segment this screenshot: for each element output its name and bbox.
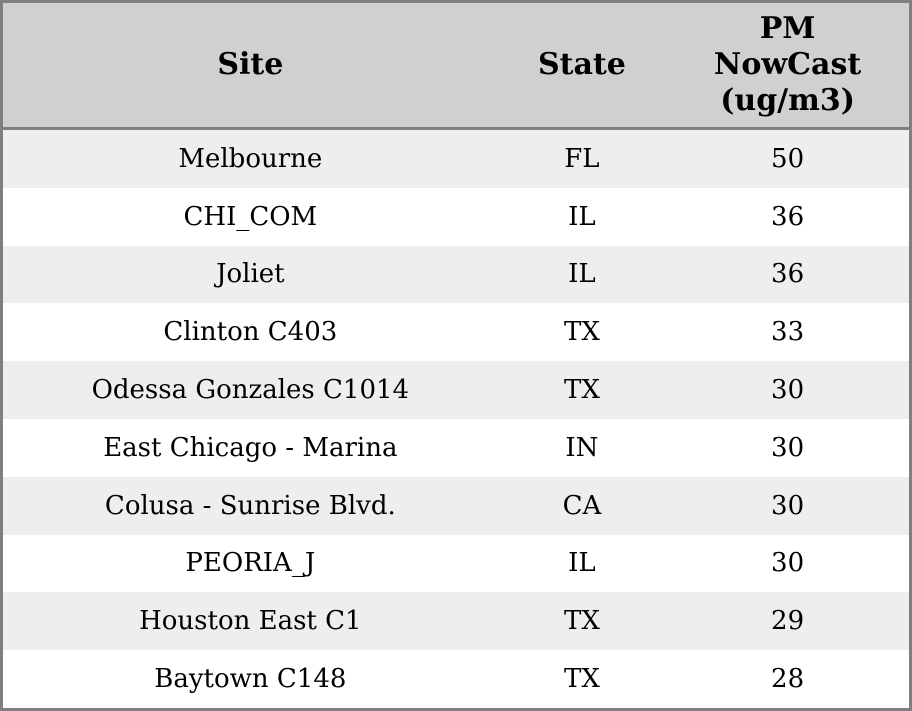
table-row: Melbourne FL 50	[3, 130, 909, 188]
site-cell: Colusa - Sunrise Blvd.	[104, 490, 396, 521]
site-cell: PEORIA_J	[185, 548, 316, 579]
pm-value-cell: 30	[771, 375, 805, 406]
state-column-header: State	[537, 47, 626, 82]
site-cell: Houston East C1	[139, 606, 362, 637]
table-row: Joliet IL 36	[3, 245, 909, 304]
site-cell: Odessa Gonzales C1014	[91, 375, 410, 406]
site-column-header: Site	[217, 47, 284, 82]
table-row: PEORIA_J IL 30	[3, 534, 909, 593]
state-cell: CA	[562, 490, 602, 521]
pm-value-cell: 36	[771, 201, 805, 232]
pm-value-cell: 30	[771, 490, 805, 521]
pm-value-cell: 30	[771, 432, 805, 463]
state-cell: TX	[564, 375, 600, 406]
table-row: Clinton C403 TX 33	[3, 303, 909, 362]
state-cell: IL	[568, 548, 596, 579]
state-cell: TX	[564, 664, 600, 695]
state-cell: IL	[568, 259, 596, 290]
site-cell: East Chicago - Marina	[103, 432, 398, 463]
site-cell: Melbourne	[178, 143, 323, 174]
pm-value-cell: 30	[771, 548, 805, 579]
table-header-row: Site State PM NowCast (ug/m3)	[3, 3, 909, 130]
state-cell: TX	[564, 606, 600, 637]
pm-value-cell: 50	[771, 143, 805, 174]
state-cell: IN	[565, 432, 599, 463]
table-row: CHI_COM IL 36	[3, 187, 909, 246]
table-body: Melbourne FL 50 CHI_COM IL 36 Joliet IL …	[3, 130, 909, 708]
table-row: Houston East C1 TX 29	[3, 592, 909, 651]
pm-nowcast-column-header: PM NowCast (ug/m3)	[713, 11, 862, 118]
site-cell: Baytown C148	[154, 664, 347, 695]
site-cell: Joliet	[216, 259, 285, 290]
table-row: Odessa Gonzales C1014 TX 30	[3, 361, 909, 419]
table-row: Colusa - Sunrise Blvd. CA 30	[3, 476, 909, 535]
pm-value-cell: 36	[771, 259, 805, 290]
state-cell: FL	[564, 143, 600, 174]
state-cell: IL	[568, 201, 596, 232]
site-cell: Clinton C403	[163, 317, 338, 348]
table-row: Baytown C148 TX 28	[3, 650, 909, 708]
pm-value-cell: 33	[771, 317, 805, 348]
site-cell: CHI_COM	[183, 201, 318, 232]
state-cell: TX	[564, 317, 600, 348]
pm-value-cell: 28	[771, 664, 805, 695]
table-row: East Chicago - Marina IN 30	[3, 418, 909, 477]
pm-value-cell: 29	[771, 606, 805, 637]
